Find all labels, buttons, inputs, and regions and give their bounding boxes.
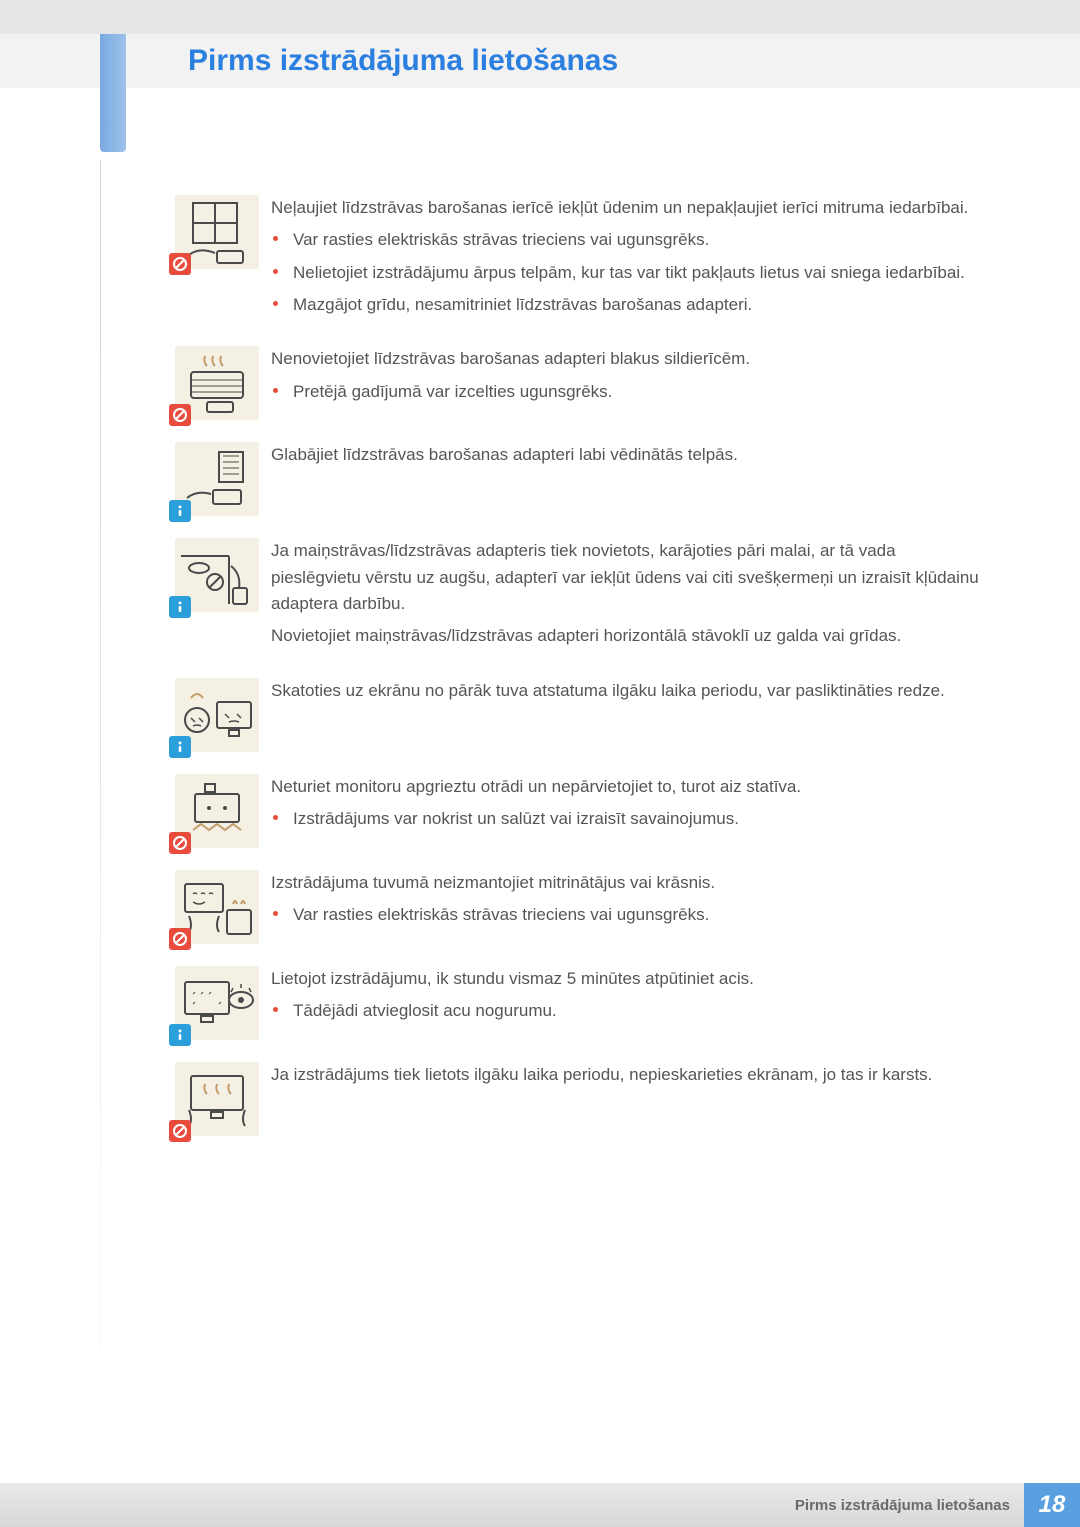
- prohibit-icon: [169, 832, 191, 854]
- section-text: Izstrādājuma tuvumā neizmantojiet mitrin…: [271, 870, 990, 944]
- ventilated-icon: [175, 442, 259, 516]
- bullet-list: Tādējādi atvieglosit acu nogurumu.: [271, 998, 990, 1024]
- left-rule: [100, 160, 101, 1473]
- icon-cell: [175, 442, 271, 516]
- safety-section: Lietojot izstrādājumu, ik stundu vismaz …: [175, 966, 990, 1040]
- list-item: Nelietojiet izstrādājumu ārpus telpām, k…: [293, 260, 990, 286]
- section-text: Skatoties uz ekrānu no pārāk tuva atstat…: [271, 678, 990, 752]
- icon-cell: [175, 346, 271, 420]
- footer-page-number: 18: [1024, 1483, 1080, 1527]
- heater-icon: [175, 346, 259, 420]
- paragraph: Neturiet monitoru apgrieztu otrādi un ne…: [271, 774, 990, 800]
- icon-cell: [175, 678, 271, 752]
- hot-screen-icon: [175, 1062, 259, 1136]
- section-text: Neļaujiet līdzstrāvas barošanas ierīcē i…: [271, 195, 990, 324]
- footer-label: Pirms izstrādājuma lietošanas: [795, 1483, 1024, 1527]
- section-text: Glabājiet līdzstrāvas barošanas adapteri…: [271, 442, 990, 516]
- upside-down-icon: [175, 774, 259, 848]
- footer-bar: Pirms izstrādājuma lietošanas 18: [0, 1483, 1080, 1527]
- list-item: Var rasties elektriskās strāvas triecien…: [293, 902, 990, 928]
- section-text: Nenovietojiet līdzstrāvas barošanas adap…: [271, 346, 990, 420]
- paragraph: Ja izstrādājums tiek lietots ilgāku laik…: [271, 1062, 990, 1088]
- prohibit-icon: [169, 928, 191, 950]
- eye-distance-icon: [175, 678, 259, 752]
- section-text: Ja maiņstrāvas/līdzstrāvas adapteris tie…: [271, 538, 990, 655]
- safety-section: Neļaujiet līdzstrāvas barošanas ierīcē i…: [175, 195, 990, 324]
- bullet-list: Var rasties elektriskās strāvas triecien…: [271, 902, 990, 928]
- icon-cell: [175, 870, 271, 944]
- paragraph: Skatoties uz ekrānu no pārāk tuva atstat…: [271, 678, 990, 704]
- prohibit-icon: [169, 1120, 191, 1142]
- window-water-icon: [175, 195, 259, 269]
- safety-section: Glabājiet līdzstrāvas barošanas adapteri…: [175, 442, 990, 516]
- bullet-list: Var rasties elektriskās strāvas triecien…: [271, 227, 990, 318]
- paragraph: Neļaujiet līdzstrāvas barošanas ierīcē i…: [271, 195, 990, 221]
- icon-cell: [175, 1062, 271, 1136]
- section-text: Lietojot izstrādājumu, ik stundu vismaz …: [271, 966, 990, 1040]
- list-item: Var rasties elektriskās strāvas triecien…: [293, 227, 990, 253]
- paragraph: Nenovietojiet līdzstrāvas barošanas adap…: [271, 346, 990, 372]
- safety-section: Skatoties uz ekrānu no pārāk tuva atstat…: [175, 678, 990, 752]
- icon-cell: [175, 966, 271, 1040]
- list-item: Tādējādi atvieglosit acu nogurumu.: [293, 998, 990, 1024]
- prohibit-icon: [169, 253, 191, 275]
- section-text: Neturiet monitoru apgrieztu otrādi un ne…: [271, 774, 990, 848]
- top-grey-bar: [0, 0, 1080, 34]
- info-icon: [169, 736, 191, 758]
- icon-cell: [175, 774, 271, 848]
- table-edge-icon: [175, 538, 259, 612]
- list-item: Pretējā gadījumā var izcelties ugunsgrēk…: [293, 379, 990, 405]
- paragraph: Glabājiet līdzstrāvas barošanas adapteri…: [271, 442, 990, 468]
- paragraph: Izstrādājuma tuvumā neizmantojiet mitrin…: [271, 870, 990, 896]
- safety-section: Izstrādājuma tuvumā neizmantojiet mitrin…: [175, 870, 990, 944]
- info-icon: [169, 596, 191, 618]
- paragraph: Lietojot izstrādājumu, ik stundu vismaz …: [271, 966, 990, 992]
- safety-section: Ja maiņstrāvas/līdzstrāvas adapteris tie…: [175, 538, 990, 655]
- section-text: Ja izstrādājums tiek lietots ilgāku laik…: [271, 1062, 990, 1136]
- page-title: Pirms izstrādājuma lietošanas: [188, 44, 618, 78]
- list-item: Izstrādājums var nokrist un salūzt vai i…: [293, 806, 990, 832]
- safety-section: Nenovietojiet līdzstrāvas barošanas adap…: [175, 346, 990, 420]
- bullet-list: Pretējā gadījumā var izcelties ugunsgrēk…: [271, 379, 990, 405]
- header-bar: Pirms izstrādājuma lietošanas: [0, 34, 1080, 88]
- safety-section: Neturiet monitoru apgrieztu otrādi un ne…: [175, 774, 990, 848]
- paragraph: Ja maiņstrāvas/līdzstrāvas adapteris tie…: [271, 538, 990, 617]
- bullet-list: Izstrādājums var nokrist un salūzt vai i…: [271, 806, 990, 832]
- content-area: Neļaujiet līdzstrāvas barošanas ierīcē i…: [175, 195, 990, 1158]
- rest-eyes-icon: [175, 966, 259, 1040]
- icon-cell: [175, 538, 271, 655]
- icon-cell: [175, 195, 271, 324]
- info-icon: [169, 1024, 191, 1046]
- prohibit-icon: [169, 404, 191, 426]
- info-icon: [169, 500, 191, 522]
- safety-section: Ja izstrādājums tiek lietots ilgāku laik…: [175, 1062, 990, 1136]
- paragraph: Novietojiet maiņstrāvas/līdzstrāvas adap…: [271, 623, 990, 649]
- chapter-tab: [100, 34, 126, 152]
- list-item: Mazgājot grīdu, nesamitriniet līdzstrāva…: [293, 292, 990, 318]
- humidifier-icon: [175, 870, 259, 944]
